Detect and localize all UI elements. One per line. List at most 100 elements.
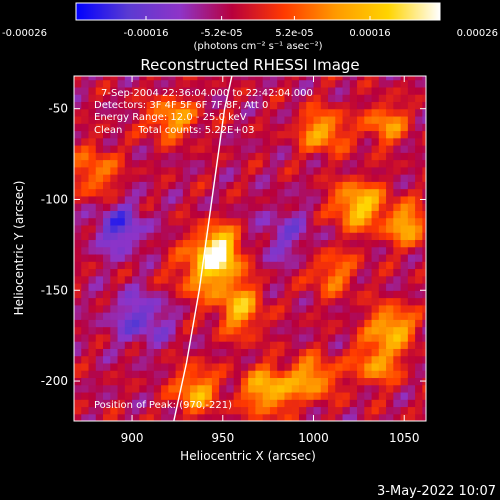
heatmap-cell <box>298 94 307 103</box>
heatmap-cell <box>153 94 162 103</box>
heatmap-cell <box>357 217 365 226</box>
heatmap-cell <box>407 224 416 233</box>
heatmap-cell <box>415 304 423 313</box>
heatmap-cell <box>226 195 235 204</box>
heatmap-cell <box>364 217 373 226</box>
heatmap-cell <box>124 217 133 226</box>
heatmap-cell <box>153 86 162 95</box>
heatmap-cell <box>378 166 387 175</box>
heatmap-cell <box>357 123 365 132</box>
heatmap-cell <box>269 188 278 197</box>
heatmap-cell <box>422 283 426 291</box>
heatmap-cell <box>328 217 336 226</box>
heatmap-cell <box>284 210 293 219</box>
heatmap-cell <box>197 232 206 241</box>
heatmap-cell <box>313 312 322 320</box>
heatmap-cell <box>328 94 336 103</box>
heatmap-cell <box>110 304 119 313</box>
heatmap-cell <box>248 137 257 146</box>
heatmap-cell <box>298 275 307 284</box>
heatmap-cell <box>175 413 184 421</box>
heatmap-cell <box>110 130 119 139</box>
heatmap-cell <box>306 304 315 313</box>
heatmap-cell <box>139 94 148 103</box>
heatmap-cell <box>371 391 380 400</box>
heatmap-cell <box>233 275 242 284</box>
heatmap-cell <box>371 210 380 219</box>
heatmap-cell <box>197 239 206 248</box>
heatmap-cell <box>335 246 344 255</box>
heatmap-cell <box>277 413 286 421</box>
heatmap-cell <box>74 217 82 226</box>
heatmap-cell <box>407 377 416 386</box>
heatmap-cell <box>342 246 351 255</box>
heatmap-cell <box>81 326 90 335</box>
heatmap-cell <box>226 341 235 349</box>
heatmap-cell <box>95 399 104 408</box>
heatmap-cell <box>197 384 206 393</box>
heatmap-cell <box>335 413 344 421</box>
heatmap-cell <box>415 261 423 270</box>
heatmap-cell <box>190 391 198 400</box>
heatmap-cell <box>342 174 351 182</box>
heatmap-cell <box>262 253 271 262</box>
heatmap-cell <box>320 384 329 393</box>
heatmap-cell <box>320 123 329 132</box>
heatmap-cell <box>393 137 402 146</box>
heatmap-cell <box>161 210 169 219</box>
heatmap-cell <box>175 246 184 255</box>
heatmap-cell <box>197 253 206 262</box>
heatmap-cell <box>378 312 387 320</box>
heatmap-cell <box>204 399 213 408</box>
heatmap-cell <box>386 217 394 226</box>
heatmap-cell <box>117 268 126 277</box>
heatmap-cell <box>262 341 271 349</box>
heatmap-cell <box>219 370 228 379</box>
heatmap-cell <box>132 86 140 95</box>
heatmap-cell <box>313 362 322 371</box>
heatmap-cell <box>81 101 90 110</box>
heatmap-cell <box>400 195 409 204</box>
heatmap-cell <box>291 152 300 161</box>
heatmap-cell <box>168 268 177 277</box>
heatmap-cell <box>226 159 235 168</box>
heatmap-cell <box>153 377 162 386</box>
heatmap-cell <box>335 101 344 110</box>
heatmap-cell <box>168 253 177 262</box>
heatmap-cell <box>168 319 177 328</box>
heatmap-cell <box>88 341 97 349</box>
heatmap-cell <box>277 159 286 168</box>
heatmap-cell <box>313 130 322 139</box>
heatmap-cell <box>153 384 162 393</box>
heatmap-cell <box>204 123 213 132</box>
heatmap-cell <box>233 384 242 393</box>
heatmap-cell <box>211 341 220 349</box>
heatmap-cell <box>182 79 191 88</box>
heatmap-cell <box>255 399 264 408</box>
heatmap-cell <box>110 370 119 379</box>
heatmap-cell <box>139 115 148 124</box>
heatmap-cell <box>248 174 257 182</box>
heatmap-cell <box>74 268 82 277</box>
heatmap-cell <box>386 76 394 81</box>
heatmap-cell <box>291 224 300 233</box>
heatmap-cell <box>248 283 257 291</box>
heatmap-cell <box>146 239 155 248</box>
heatmap-cell <box>298 203 307 211</box>
heatmap-cell <box>153 239 162 248</box>
heatmap-cell <box>110 319 119 328</box>
heatmap-cell <box>233 123 242 132</box>
heatmap-cell <box>364 130 373 139</box>
heatmap-cell <box>342 377 351 386</box>
heatmap-cell <box>103 290 111 299</box>
heatmap-cell <box>291 76 300 81</box>
heatmap-cell <box>357 76 365 81</box>
heatmap-cell <box>328 319 336 328</box>
heatmap-cell <box>153 166 162 175</box>
x-tick-label: 1000 <box>298 431 329 445</box>
annotation-peak-position: Position of Peak: (970,-221) <box>94 400 232 411</box>
heatmap-cell <box>357 152 365 161</box>
heatmap-cell <box>298 341 307 349</box>
heatmap-cell <box>328 268 336 277</box>
heatmap-cell <box>168 341 177 349</box>
